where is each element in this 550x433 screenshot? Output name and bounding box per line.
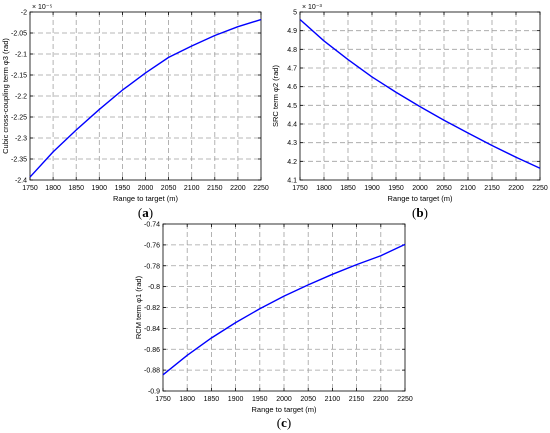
x-tick-label: 1950: [252, 396, 268, 403]
y-tick-label: -0.88: [144, 368, 160, 375]
x-tick-label: 2100: [325, 396, 341, 403]
x-tick-label: 1900: [364, 185, 380, 192]
y-tick-label: 4.3: [287, 140, 297, 147]
x-tick-label: 1850: [204, 396, 220, 403]
x-tick-label: 1750: [155, 396, 171, 403]
x-tick-label: 2250: [253, 185, 269, 192]
x-tick-label: 2100: [184, 185, 200, 192]
x-tick-label: 2150: [484, 185, 500, 192]
y-tick-label: -0.78: [144, 263, 160, 270]
x-tick-label: 2100: [460, 185, 476, 192]
y-tick-label: 4.7: [287, 66, 297, 73]
y-axis-label: RCM term φ1 (rad): [134, 275, 143, 339]
x-tick-label: 2000: [412, 185, 428, 192]
y-tick-label: -2.2: [15, 94, 27, 101]
y-tick-label: -2.4: [15, 178, 27, 185]
y-tick-label: 4.1: [287, 178, 297, 185]
x-tick-label: 1850: [68, 185, 84, 192]
x-tick-label: 2050: [436, 185, 452, 192]
x-tick-label: 2250: [532, 185, 548, 192]
y-tick-label: 4.9: [287, 28, 297, 35]
y-tick-label: 5: [293, 10, 297, 17]
y-tick-label: 4.6: [287, 84, 297, 91]
x-tick-label: 1900: [228, 396, 244, 403]
x-tick-label: 2050: [161, 185, 177, 192]
y-tick-label: 4.5: [287, 103, 297, 110]
y-tick-label: 4.2: [287, 159, 297, 166]
x-axis-label: Range to target (m): [387, 194, 453, 203]
x-tick-label: 2000: [138, 185, 154, 192]
y-multiplier: × 10⁻³: [302, 4, 323, 11]
x-tick-label: 1900: [92, 185, 108, 192]
x-tick-label: 1950: [115, 185, 131, 192]
y-tick-label: -2: [21, 10, 27, 17]
y-tick-label: 4.4: [287, 122, 297, 129]
x-tick-label: 2000: [276, 396, 292, 403]
y-tick-label: -2.3: [15, 136, 27, 143]
x-tick-label: 2200: [230, 185, 246, 192]
panel-label: (c): [277, 415, 291, 430]
y-tick-label: -0.86: [144, 347, 160, 354]
x-tick-label: 2150: [207, 185, 223, 192]
y-tick-label: -0.84: [144, 326, 160, 333]
x-tick-label: 1800: [179, 396, 195, 403]
series-line: [299, 18, 541, 169]
x-tick-label: 1800: [45, 185, 61, 192]
y-tick-label: -0.82: [144, 305, 160, 312]
y-tick-label: -2.15: [11, 73, 27, 80]
y-tick-label: -2.1: [15, 52, 27, 59]
x-tick-label: 2150: [349, 396, 365, 403]
y-tick-label: -2.35: [11, 157, 27, 164]
y-tick-label: -2.25: [11, 115, 27, 122]
x-tick-label: 2200: [508, 185, 524, 192]
x-tick-label: 1800: [316, 185, 332, 192]
y-tick-label: -0.9: [148, 389, 160, 396]
x-tick-label: 1850: [340, 185, 356, 192]
y-tick-label: 4.8: [287, 47, 297, 54]
y-tick-label: -0.74: [144, 222, 160, 229]
x-axis-label: Range to target (m): [251, 405, 317, 414]
series-line: [162, 243, 406, 376]
y-tick-label: -0.8: [148, 284, 160, 291]
panel-label: (b): [412, 205, 428, 220]
y-tick-label: -2.05: [11, 31, 27, 38]
y-tick-label: -0.76: [144, 242, 160, 249]
y-axis-label: SRC term φ2 (rad): [271, 65, 280, 127]
x-tick-label: 2200: [373, 396, 389, 403]
x-tick-label: 1750: [292, 185, 308, 192]
x-axis-label: Range to target (m): [113, 194, 179, 203]
x-tick-label: 2250: [397, 396, 413, 403]
x-tick-label: 2050: [300, 396, 316, 403]
chart-panel-b: 1750 1800 1850 1900 1950 2000 2050 2100 2150 2200…: [271, 4, 548, 220]
chart-panel-c: 1750 1800 1850 1900 1950 2000 2050 2100 2150 2200…: [134, 222, 413, 431]
y-axis-label: Cubic cross-coupling term φ3 (rad): [1, 38, 10, 154]
series-line: [29, 18, 262, 178]
panel-label: (a): [138, 205, 153, 220]
chart-panel-a: 1750 1800 1850 1900 1950 2000 2050 2100 2150 2200…: [1, 4, 269, 220]
x-tick-label: 1750: [22, 185, 38, 192]
x-tick-label: 1950: [388, 185, 404, 192]
y-multiplier: × 10⁻⁵: [32, 4, 53, 11]
